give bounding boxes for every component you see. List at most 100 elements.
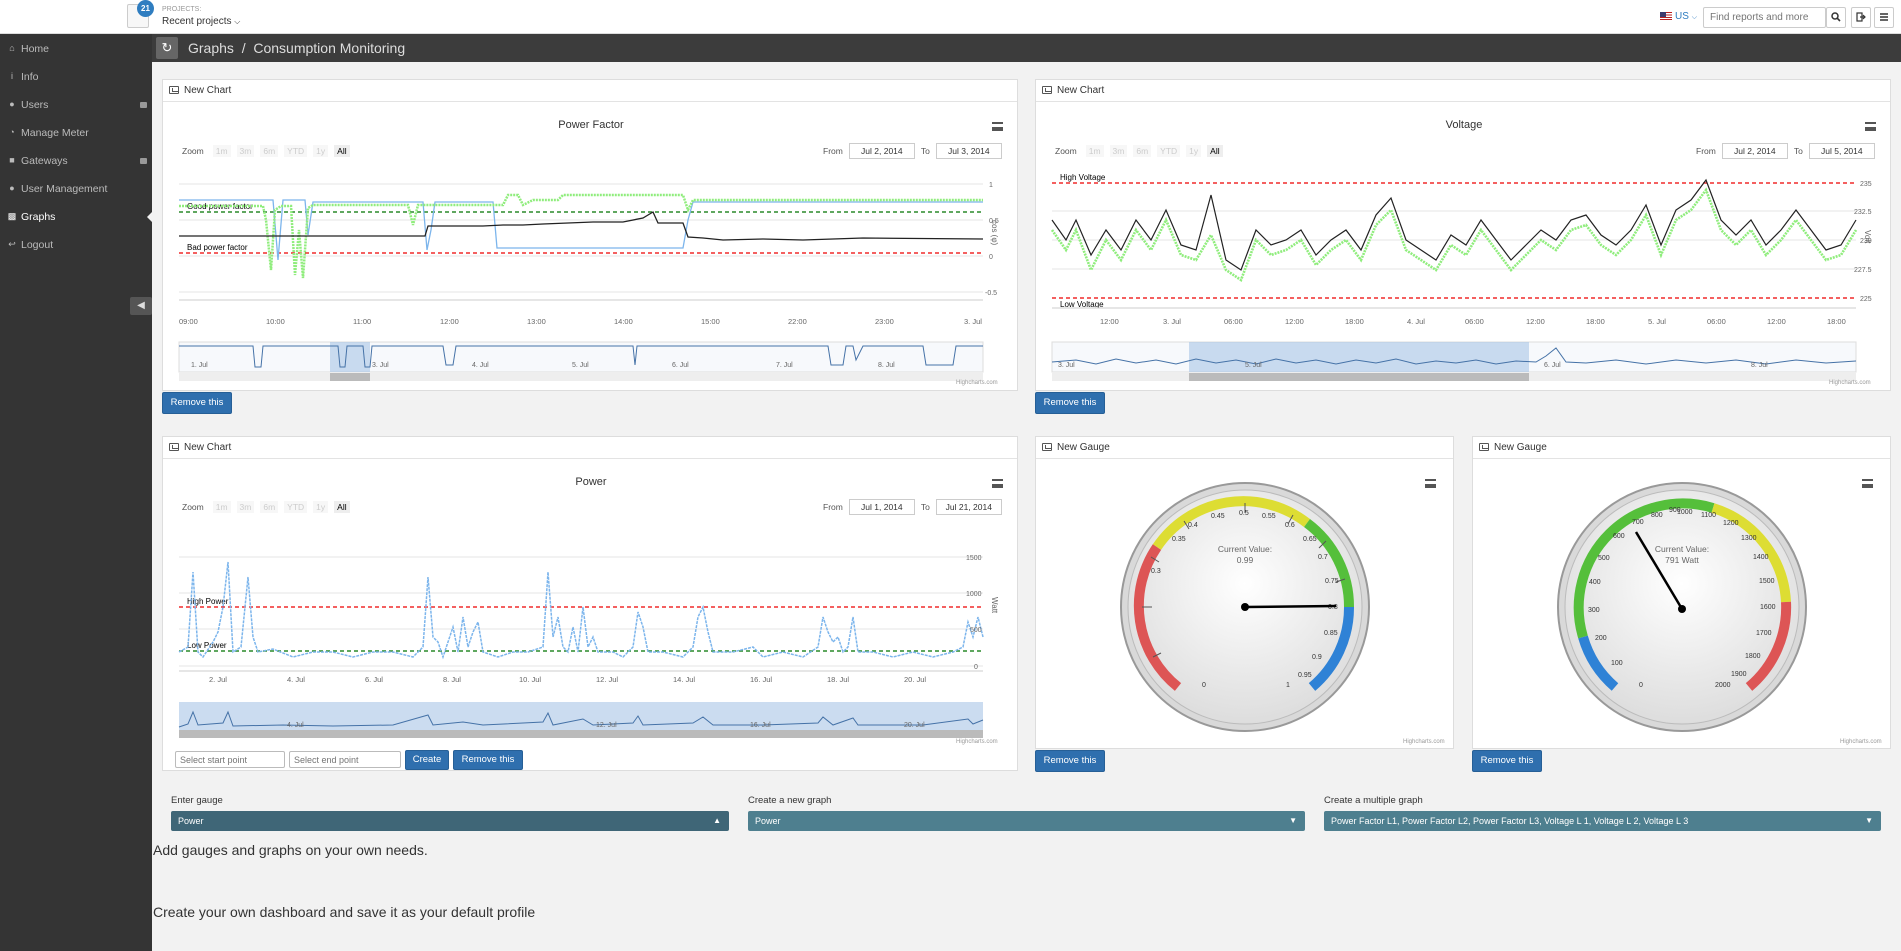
scrollbar-thumb[interactable]: [1189, 373, 1529, 381]
scrollbar-thumb[interactable]: [179, 730, 983, 738]
remove-gauge-button[interactable]: Remove this: [1035, 750, 1105, 772]
series-line-voltage-1: [1051, 178, 1857, 271]
gauge-select-label: Enter gauge: [171, 795, 223, 806]
start-point-input[interactable]: [175, 751, 285, 768]
graph-select[interactable]: Power ▼: [748, 811, 1305, 831]
sidebar-item-home[interactable]: ⌂ Home: [0, 35, 152, 63]
breadcrumb-root[interactable]: Graphs: [188, 40, 234, 56]
zoom-6m[interactable]: 6m: [260, 501, 279, 513]
zoom-3m[interactable]: 3m: [1109, 145, 1128, 157]
zoom-1y[interactable]: 1y: [313, 501, 329, 513]
gauge-band-red: [1745, 601, 1792, 691]
y-tick: 0: [989, 254, 993, 261]
chart-menu-icon[interactable]: [1865, 122, 1876, 131]
gauge-current-label: Current Value:: [1655, 544, 1709, 554]
chart-icon: [169, 86, 179, 94]
gauge-current-value: 0.99: [1237, 555, 1254, 565]
sidebar-item-users[interactable]: ● Users: [0, 91, 152, 119]
zoom-all[interactable]: All: [334, 145, 350, 157]
zoom-ytd[interactable]: YTD: [284, 501, 308, 513]
highcharts-credit[interactable]: Highcharts.com: [956, 739, 998, 745]
zoom-all[interactable]: All: [334, 501, 350, 513]
sidebar-item-graphs[interactable]: ▩ Graphs: [0, 203, 152, 231]
highcharts-credit[interactable]: Highcharts.com: [1829, 380, 1871, 386]
language-selector[interactable]: US ⌵: [1675, 11, 1697, 22]
nav-tick: 8. Jul: [1751, 362, 1768, 369]
sidebar-item-logout[interactable]: ↩ Logout: [0, 231, 152, 259]
to-label: To: [920, 146, 930, 156]
collapse-sidebar-button[interactable]: ◀: [130, 297, 152, 315]
series-line-power: [178, 561, 984, 660]
search-button[interactable]: [1826, 7, 1846, 28]
gauge-tick-label: 0.75: [1325, 578, 1339, 585]
menu-button[interactable]: [1874, 7, 1894, 28]
signout-button[interactable]: [1851, 7, 1871, 28]
info-text-2: Create your own dashboard and save it as…: [153, 904, 536, 920]
zoom-3m[interactable]: 3m: [236, 145, 255, 157]
y-tick: 1500: [966, 555, 982, 562]
gauge-tick-label: 0.45: [1211, 513, 1225, 520]
navigator-selection[interactable]: [1189, 342, 1529, 372]
navigator-series: [179, 345, 983, 368]
panel-title: New Chart: [1057, 85, 1105, 96]
gauge-select[interactable]: Power ▲: [171, 811, 729, 831]
zoom-ytd[interactable]: YTD: [284, 145, 308, 157]
recent-projects-dropdown[interactable]: Recent projects ⌵: [162, 16, 240, 27]
projects-icon[interactable]: 21: [127, 0, 154, 28]
navigator-area: [178, 341, 984, 373]
highcharts-credit[interactable]: Highcharts.com: [956, 380, 998, 386]
chart-menu-icon[interactable]: [992, 479, 1003, 488]
remove-gauge-button[interactable]: Remove this: [1472, 750, 1542, 772]
remove-chart-button[interactable]: Remove this: [453, 750, 523, 770]
x-tick: 09:00: [179, 317, 198, 326]
graph-select-label: Create a new graph: [748, 795, 832, 806]
end-point-input[interactable]: [289, 751, 401, 768]
remove-chart-button[interactable]: Remove this: [162, 392, 232, 414]
zoom-3m[interactable]: 3m: [236, 501, 255, 513]
zoom-1y[interactable]: 1y: [1186, 145, 1202, 157]
gauge-needle: [1634, 531, 1684, 610]
sidebar-item-user-management[interactable]: ● User Management: [0, 175, 152, 203]
scrollbar[interactable]: [179, 373, 983, 381]
zoom-1m[interactable]: 1m: [212, 501, 231, 513]
highcharts-credit[interactable]: Highcharts.com: [1403, 739, 1445, 745]
refresh-button[interactable]: ↻: [156, 37, 178, 59]
from-date-input[interactable]: Jul 2, 2014: [1721, 143, 1788, 159]
create-button[interactable]: Create: [405, 750, 449, 770]
navigator[interactable]: 3. Jul 5. Jul 6. Jul 8. Jul: [1051, 341, 1857, 381]
remove-chart-button[interactable]: Remove this: [1035, 392, 1105, 414]
zoom-1m[interactable]: 1m: [212, 145, 231, 157]
to-date-input[interactable]: Jul 21, 2014: [935, 499, 1002, 515]
y-axis-label: Volt: [1863, 230, 1872, 244]
from-date-input[interactable]: Jul 2, 2014: [848, 143, 915, 159]
zoom-1y[interactable]: 1y: [313, 145, 329, 157]
sidebar-item-gateways[interactable]: ■ Gateways: [0, 147, 152, 175]
chart-menu-icon[interactable]: [992, 122, 1003, 131]
sidebar-item-manage-meter[interactable]: ◔ Manage Meter: [0, 119, 152, 147]
search-input[interactable]: [1703, 7, 1826, 28]
to-date-input[interactable]: Jul 5, 2014: [1808, 143, 1875, 159]
chart-menu-icon[interactable]: [1862, 479, 1873, 488]
navigator[interactable]: 4. Jul 12. Jul 16. Jul 20. Jul: [178, 702, 984, 738]
zoom-ytd[interactable]: YTD: [1157, 145, 1181, 157]
multi-graph-select[interactable]: Power Factor L1, Power Factor L2, Power …: [1324, 811, 1881, 831]
nav-tick: 1. Jul: [191, 362, 208, 369]
x-tick: 10:00: [266, 317, 285, 326]
from-date-input[interactable]: Jul 1, 2014: [848, 499, 915, 515]
zoom-1m[interactable]: 1m: [1085, 145, 1104, 157]
zoom-6m[interactable]: 6m: [1133, 145, 1152, 157]
zoom-6m[interactable]: 6m: [260, 145, 279, 157]
scrollbar-thumb[interactable]: [330, 373, 370, 381]
logout-icon: ↩: [8, 239, 16, 249]
highcharts-credit[interactable]: Highcharts.com: [1840, 739, 1882, 745]
us-flag-icon[interactable]: [1660, 12, 1672, 20]
caret-up-icon: ▲: [713, 816, 721, 825]
chart-menu-icon[interactable]: [1425, 479, 1436, 488]
to-date-input[interactable]: Jul 3, 2014: [935, 143, 1002, 159]
y-axis-label: cos (φ): [990, 220, 999, 246]
sidebar-item-label: Users: [21, 99, 49, 111]
power-factor-gauge: 0 0.3 0.35 0.4 0.45 0.5 0.55 0.6 0.65 0.…: [1120, 482, 1370, 732]
navigator[interactable]: 1. Jul 3. Jul 4. Jul 5. Jul 6. Jul 7. Ju…: [178, 341, 984, 381]
zoom-all[interactable]: All: [1207, 145, 1223, 157]
sidebar-item-info[interactable]: i Info: [0, 63, 152, 91]
